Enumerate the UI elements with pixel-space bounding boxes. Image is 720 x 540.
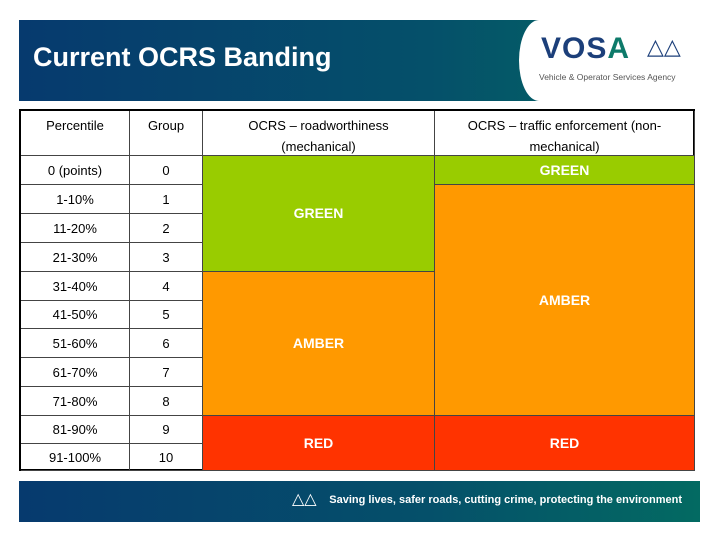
header-mechanical: OCRS – roadworthiness (mechanical) (203, 111, 435, 156)
footer-banner: △△ Saving lives, safer roads, cutting cr… (19, 481, 700, 522)
logo-text-accent: A (607, 32, 631, 65)
vosa-logo: VOSA △△ Vehicle & Operator Services Agen… (519, 20, 700, 101)
footer-tagline: Saving lives, safer roads, cutting crime… (329, 494, 682, 506)
header-non-mechanical: OCRS – traffic enforcement (non-mechanic… (435, 111, 695, 156)
header-group: Group (130, 111, 203, 156)
band-nonmechanical-amber: AMBER (435, 185, 695, 416)
group-cell: 2 (130, 214, 203, 243)
banding-table: Percentile Group OCRS – roadworthiness (me… (19, 109, 695, 471)
band-mechanical-green: GREEN (203, 156, 435, 272)
group-cell: 0 (130, 156, 203, 185)
header-percentile: Percentile (21, 111, 130, 156)
page-title: Current OCRS Banding (33, 42, 332, 72)
percentile-cell: 11-20% (21, 214, 130, 243)
percentile-cell: 81-90% (21, 416, 130, 444)
header-banner: Current OCRS Banding VOSA △△ Vehicle & O… (19, 20, 700, 101)
group-cell: 4 (130, 272, 203, 301)
group-cell: 5 (130, 301, 203, 329)
triangles-icon: △△ (292, 491, 317, 508)
band-mechanical-amber: AMBER (203, 272, 435, 416)
percentile-cell: 41-50% (21, 301, 130, 329)
percentile-cell: 51-60% (21, 329, 130, 358)
percentile-cell: 21-30% (21, 243, 130, 272)
group-cell: 10 (130, 444, 203, 471)
band-mechanical-red: RED (203, 416, 435, 471)
band-nonmechanical-green: GREEN (435, 156, 695, 185)
percentile-cell: 61-70% (21, 358, 130, 387)
band-nonmechanical-red: RED (435, 416, 695, 471)
percentile-cell: 0 (points) (21, 156, 130, 185)
group-cell: 8 (130, 387, 203, 416)
group-cell: 3 (130, 243, 203, 272)
percentile-cell: 31-40% (21, 272, 130, 301)
group-cell: 6 (130, 329, 203, 358)
percentile-cell: 91-100% (21, 444, 130, 471)
group-cell: 9 (130, 416, 203, 444)
agency-name: Vehicle & Operator Services Agency (539, 72, 676, 82)
group-cell: 7 (130, 358, 203, 387)
logo-text: VOS (541, 32, 608, 65)
group-cell: 1 (130, 185, 203, 214)
percentile-cell: 71-80% (21, 387, 130, 416)
percentile-cell: 1-10% (21, 185, 130, 214)
triangles-icon: △△ (647, 34, 681, 59)
